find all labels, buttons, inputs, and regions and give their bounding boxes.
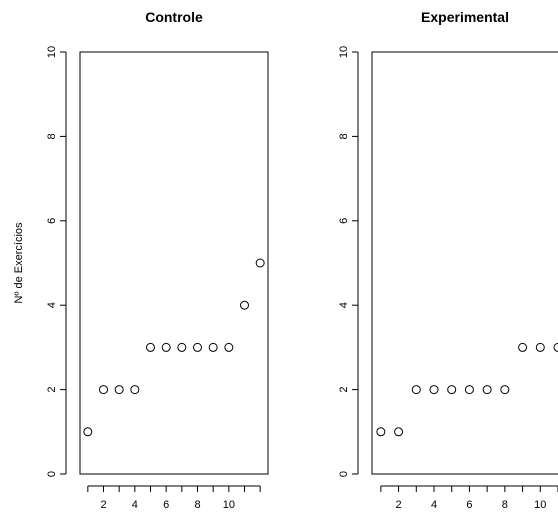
panel-controle: Controle Nº de Exercícios 0 2 4 6 8 10 2 4 6 8 10 xyxy=(13,9,269,511)
data-point xyxy=(518,342,528,352)
y-tick-label: 10 xyxy=(46,46,58,58)
data-point xyxy=(535,342,545,352)
y-tick-label: 2 xyxy=(338,387,350,393)
data-point xyxy=(500,385,510,395)
data-point xyxy=(83,427,93,437)
x-tick-label: 10 xyxy=(534,499,546,511)
data-point xyxy=(482,385,492,395)
data-point xyxy=(429,385,439,395)
data-point xyxy=(376,427,386,437)
data-point xyxy=(208,342,218,352)
x-tick-label: 2 xyxy=(396,499,402,511)
data-point xyxy=(411,385,421,395)
data-point xyxy=(161,342,171,352)
data-point xyxy=(146,342,155,352)
y-tick-label: 0 xyxy=(338,471,350,477)
data-point xyxy=(224,342,234,352)
y-tick-label: 6 xyxy=(338,218,350,224)
y-tick-label: 6 xyxy=(46,218,58,224)
data-point xyxy=(553,342,558,352)
data-point xyxy=(447,385,457,395)
x-tick-label: 2 xyxy=(100,499,106,511)
data-point xyxy=(130,385,140,395)
x-tick-label: 8 xyxy=(502,499,508,511)
y-axis-label: Nº de Exercícios xyxy=(13,222,25,304)
y-tick-label: 0 xyxy=(46,471,58,477)
data-point xyxy=(255,258,265,268)
y-tick-label: 10 xyxy=(338,46,350,58)
plot-frame xyxy=(371,51,558,475)
data-point xyxy=(177,342,187,352)
y-tick-label: 8 xyxy=(338,133,350,139)
data-point xyxy=(240,300,249,310)
data-point xyxy=(114,385,124,395)
y-tick-label: 4 xyxy=(338,302,350,308)
y-tick-label: 8 xyxy=(46,133,58,139)
x-tick-label: 8 xyxy=(194,499,200,511)
plot-frame xyxy=(79,51,269,475)
chart-title: Controle xyxy=(145,9,203,25)
data-point xyxy=(394,427,404,437)
data-point xyxy=(464,385,474,395)
y-tick-label: 4 xyxy=(46,302,58,308)
x-tick-label: 4 xyxy=(132,499,138,511)
x-tick-label: 6 xyxy=(466,499,472,511)
x-tick-label: 4 xyxy=(431,499,437,511)
data-point xyxy=(193,342,202,352)
x-tick-label: 6 xyxy=(163,499,169,511)
panel-experimental: Experimental024681024681014 xyxy=(338,9,558,511)
data-point xyxy=(99,385,108,395)
x-tick-label: 10 xyxy=(223,499,235,511)
y-tick-label: 2 xyxy=(46,387,58,393)
chart-title: Experimental xyxy=(421,9,509,25)
